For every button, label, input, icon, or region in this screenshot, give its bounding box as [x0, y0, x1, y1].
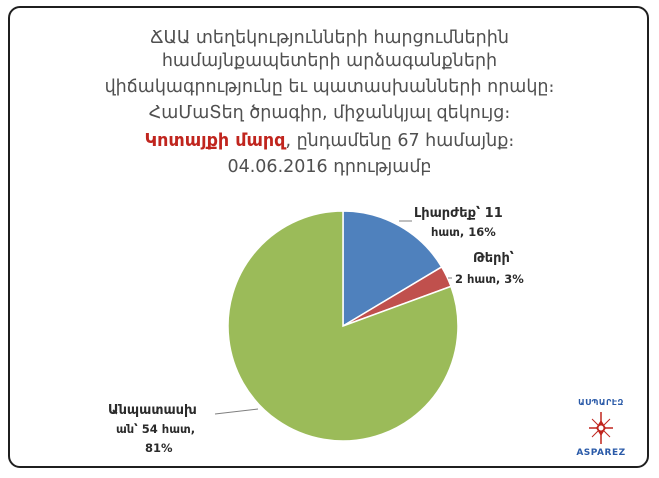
- title-line-6: 04.06.2016 դրությամբ: [227, 157, 432, 177]
- title-line-3: վիճակագրությունը եւ պատասխանների որակը։: [104, 77, 555, 97]
- region-total: , ընդամենը 67 համայնք։: [285, 131, 515, 151]
- title-line-5: Կոտայքի մարզ, ընդամենը 67 համայնք։: [0, 130, 659, 153]
- title-line-4: ՀաՄաՏեղ ծրագիր, միջանկյալ զեկույց։: [148, 103, 511, 123]
- title-line-1: ՃԱԱ տեղեկությունների հարցումներին: [150, 28, 509, 48]
- logo-emblem-icon: [589, 412, 613, 444]
- logo-text-armenian: ԱՍՊԱՐԷԶ: [578, 398, 624, 407]
- slice-label-none-a: Անպատասխ: [108, 403, 197, 418]
- region-name: Կոտայքի մարզ: [144, 131, 286, 151]
- slice-label-full-b: հատ, 16%: [431, 225, 496, 239]
- logo-text-latin: ASPAREZ: [576, 448, 626, 458]
- slice-label-partial-a: Թերի՝: [473, 251, 514, 266]
- title-line-2: համայնքապետերի արձագանքների: [161, 51, 498, 71]
- slice-label-none-b: ան՝ 54 հատ,: [116, 422, 195, 436]
- slice-label-partial-b: 2 հատ, 3%: [455, 272, 524, 286]
- slice-none: [227, 210, 459, 442]
- slice-label-full-a: Լիարժեք՝ 11: [414, 206, 503, 221]
- slice-full: [342, 210, 443, 328]
- leader-line-none: [214, 408, 259, 415]
- asparez-logo: ԱՍՊԱՐԷԶ ASPAREZ: [570, 398, 632, 462]
- slice-label-none-c: 81%: [145, 441, 173, 455]
